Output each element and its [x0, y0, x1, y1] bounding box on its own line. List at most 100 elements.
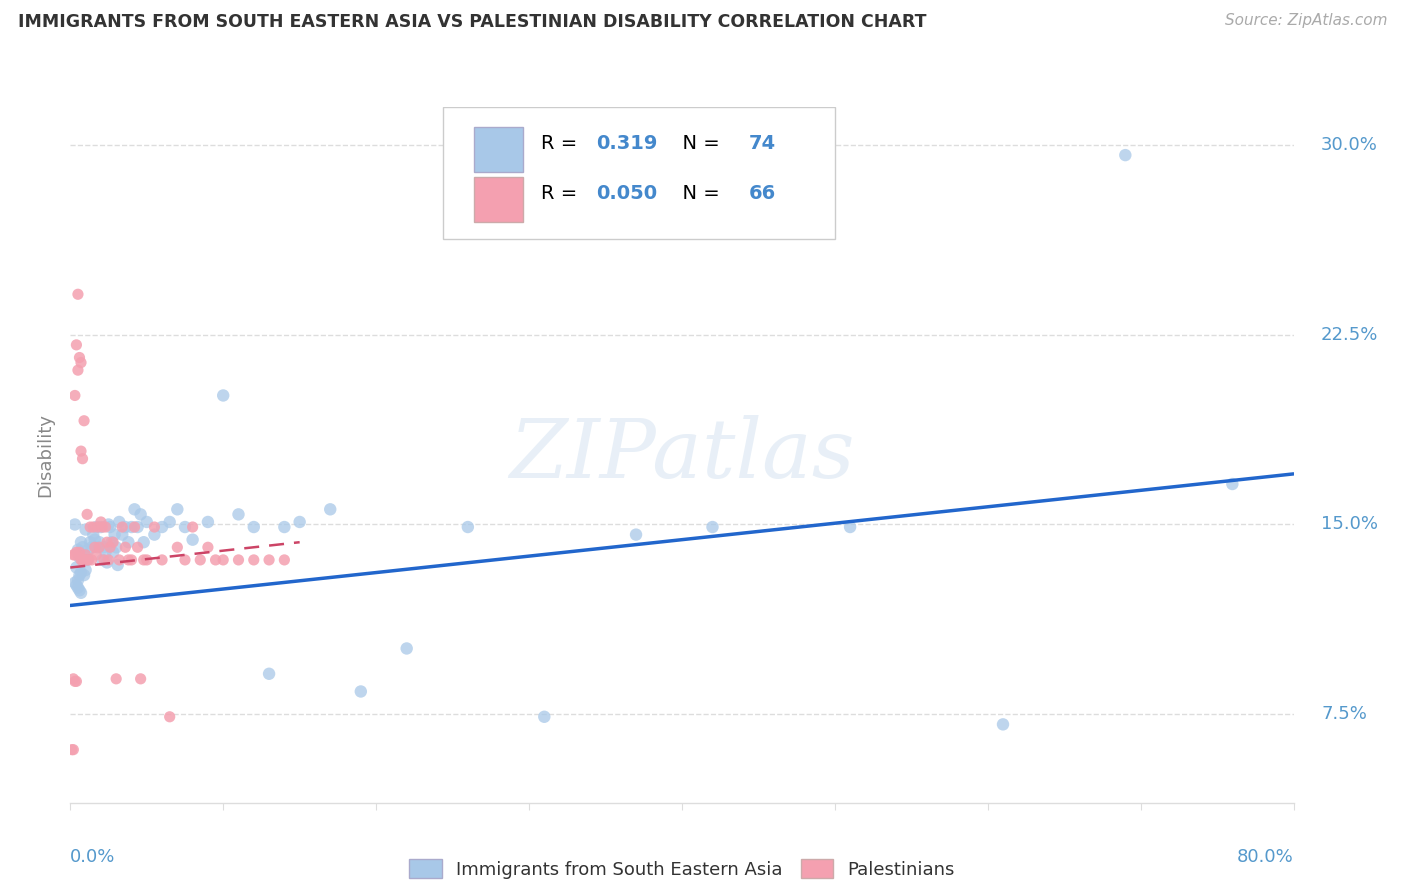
Point [159, 710, 181, 724]
Text: 7.5%: 7.5% [1322, 706, 1367, 723]
Point [257, 666, 280, 681]
Point [65, 338, 87, 352]
Point [839, 520, 862, 534]
Point [121, 520, 143, 534]
Point [991, 717, 1014, 731]
Point [135, 553, 157, 567]
Point [69, 545, 91, 559]
Point [63, 548, 86, 562]
Point [150, 553, 173, 567]
Point [70, 535, 93, 549]
Point [98, 541, 121, 555]
Point [77, 553, 100, 567]
Point [174, 553, 197, 567]
Point [84, 548, 107, 562]
Point [66, 581, 89, 595]
Point [243, 520, 266, 534]
Point [70, 586, 93, 600]
Point [243, 553, 266, 567]
Point [101, 535, 124, 549]
Point [73, 553, 96, 567]
Point [73, 414, 96, 428]
Point [107, 558, 129, 572]
Point [166, 502, 188, 516]
Point [1220, 477, 1243, 491]
Point [65, 560, 87, 574]
Point [80, 541, 103, 555]
Point [129, 508, 152, 522]
Point [69, 550, 91, 565]
Text: ZIPatlas: ZIPatlas [509, 415, 855, 495]
Point [69, 583, 91, 598]
Point [87, 520, 110, 534]
Point [174, 520, 197, 534]
Point [624, 527, 647, 541]
Y-axis label: Disability: Disability [37, 413, 55, 497]
Point [70, 553, 93, 567]
Text: 0.319: 0.319 [596, 134, 658, 153]
Point [89, 535, 111, 549]
Point [181, 520, 204, 534]
Point [63, 388, 86, 402]
Point [70, 566, 93, 580]
Point [93, 553, 115, 567]
Point [63, 674, 86, 689]
Point [350, 684, 373, 698]
Point [94, 545, 117, 559]
Legend: Immigrants from South Eastern Asia, Palestinians: Immigrants from South Eastern Asia, Pale… [404, 854, 960, 884]
Point [93, 541, 115, 555]
Point [83, 533, 105, 547]
Point [69, 351, 91, 365]
Point [96, 556, 118, 570]
Point [124, 502, 146, 516]
Point [83, 541, 105, 555]
Text: N =: N = [669, 184, 725, 203]
Text: N =: N = [669, 134, 725, 153]
Point [114, 541, 136, 555]
Text: R =: R = [541, 184, 583, 203]
Point [228, 508, 250, 522]
Text: 80.0%: 80.0% [1237, 848, 1294, 866]
Point [75, 553, 97, 567]
Text: Source: ZipAtlas.com: Source: ZipAtlas.com [1225, 13, 1388, 29]
Point [84, 520, 107, 534]
Point [395, 641, 418, 656]
Point [132, 535, 155, 549]
Point [129, 672, 152, 686]
Point [75, 523, 97, 537]
Point [212, 388, 235, 402]
Point [150, 520, 173, 534]
Point [100, 535, 122, 549]
Point [72, 553, 94, 567]
Point [65, 545, 87, 559]
Point [62, 672, 84, 686]
Point [82, 527, 104, 541]
Point [79, 520, 101, 534]
Point [166, 541, 188, 555]
Point [143, 520, 166, 534]
Bar [474, 177, 523, 222]
Point [702, 520, 724, 534]
Point [288, 515, 311, 529]
Point [204, 553, 226, 567]
Point [69, 568, 91, 582]
Point [212, 553, 235, 567]
Point [66, 542, 89, 557]
Text: 30.0%: 30.0% [1322, 136, 1378, 154]
Text: 15.0%: 15.0% [1322, 516, 1378, 533]
Point [105, 541, 128, 555]
Point [91, 520, 114, 534]
Point [273, 553, 295, 567]
Text: 0.050: 0.050 [596, 184, 658, 203]
Point [66, 363, 89, 377]
Point [72, 553, 94, 567]
Point [104, 527, 127, 541]
Point [228, 553, 250, 567]
Point [89, 541, 111, 555]
Point [101, 545, 124, 559]
Point [75, 548, 97, 562]
Bar [474, 127, 523, 172]
Point [188, 553, 211, 567]
Point [66, 573, 89, 587]
Point [97, 517, 120, 532]
